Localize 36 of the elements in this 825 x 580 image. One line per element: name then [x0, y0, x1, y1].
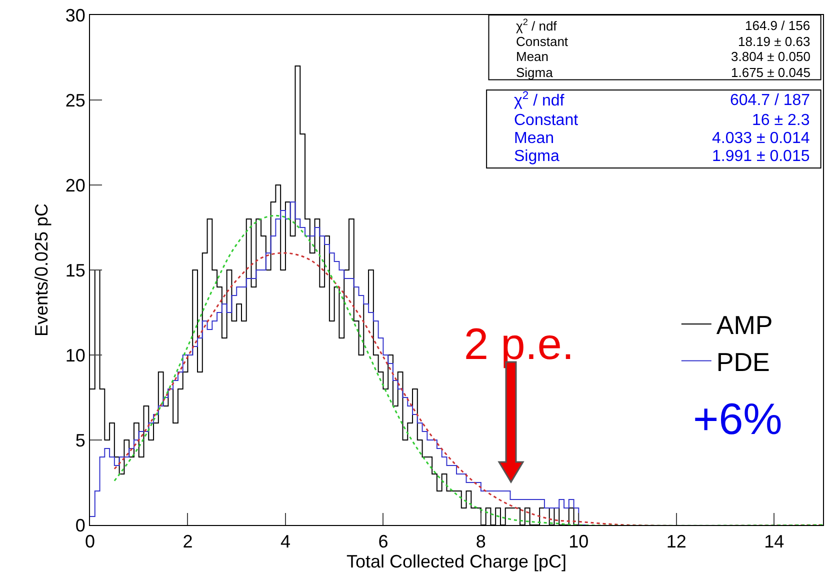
annotation: 2 p.e.: [464, 320, 574, 369]
annotation: 3.804 ± 0.050: [731, 49, 810, 64]
y-tick-label: 5: [75, 430, 86, 450]
y-tick-label: 15: [65, 260, 86, 280]
annotation: Sigma: [514, 148, 560, 165]
x-tick-label: 14: [764, 532, 784, 552]
annotation: 18.19 ± 0.63: [738, 34, 810, 49]
annotation: 1.675 ± 0.045: [731, 65, 810, 80]
y-tick-label: 10: [65, 345, 86, 366]
annotation: χ$^{2}$ / ndf: [514, 90, 565, 110]
annotation: Sigma: [516, 65, 554, 80]
annotation: +6%: [693, 395, 782, 444]
annotation: Mean: [516, 49, 549, 64]
legend-label: AMP: [716, 310, 773, 340]
annotation: 1.991 ± 0.015: [712, 148, 810, 165]
annotation: 164.9 / 156: [745, 18, 810, 33]
y-tick-label: 20: [65, 175, 86, 196]
x-axis-title: Total Collected Charge [pC]: [346, 552, 567, 572]
legend-label: PDE: [716, 346, 770, 377]
annotation: Constant: [514, 112, 579, 129]
annotation: 604.7 / 187: [730, 92, 810, 109]
y-tick-label: 0: [75, 515, 86, 536]
annotation: χ$^{2}$ / ndf: [516, 17, 558, 34]
y-tick-label: 25: [65, 90, 86, 110]
x-tick-label: 2: [182, 532, 193, 552]
x-tick-label: 10: [568, 532, 589, 552]
x-tick-label: 6: [378, 532, 388, 552]
x-tick-label: 8: [476, 532, 486, 552]
annotation: Mean: [514, 130, 554, 147]
x-tick-label: 4: [280, 532, 290, 552]
y-axis-title: Events/0.025 pC: [32, 203, 52, 337]
annotation: Constant: [516, 34, 568, 49]
y-tick-label: 30: [65, 5, 86, 26]
annotation: 16 ± 2.3: [752, 112, 810, 129]
x-tick-label: 12: [666, 532, 686, 552]
annotation: 4.033 ± 0.014: [712, 130, 810, 147]
